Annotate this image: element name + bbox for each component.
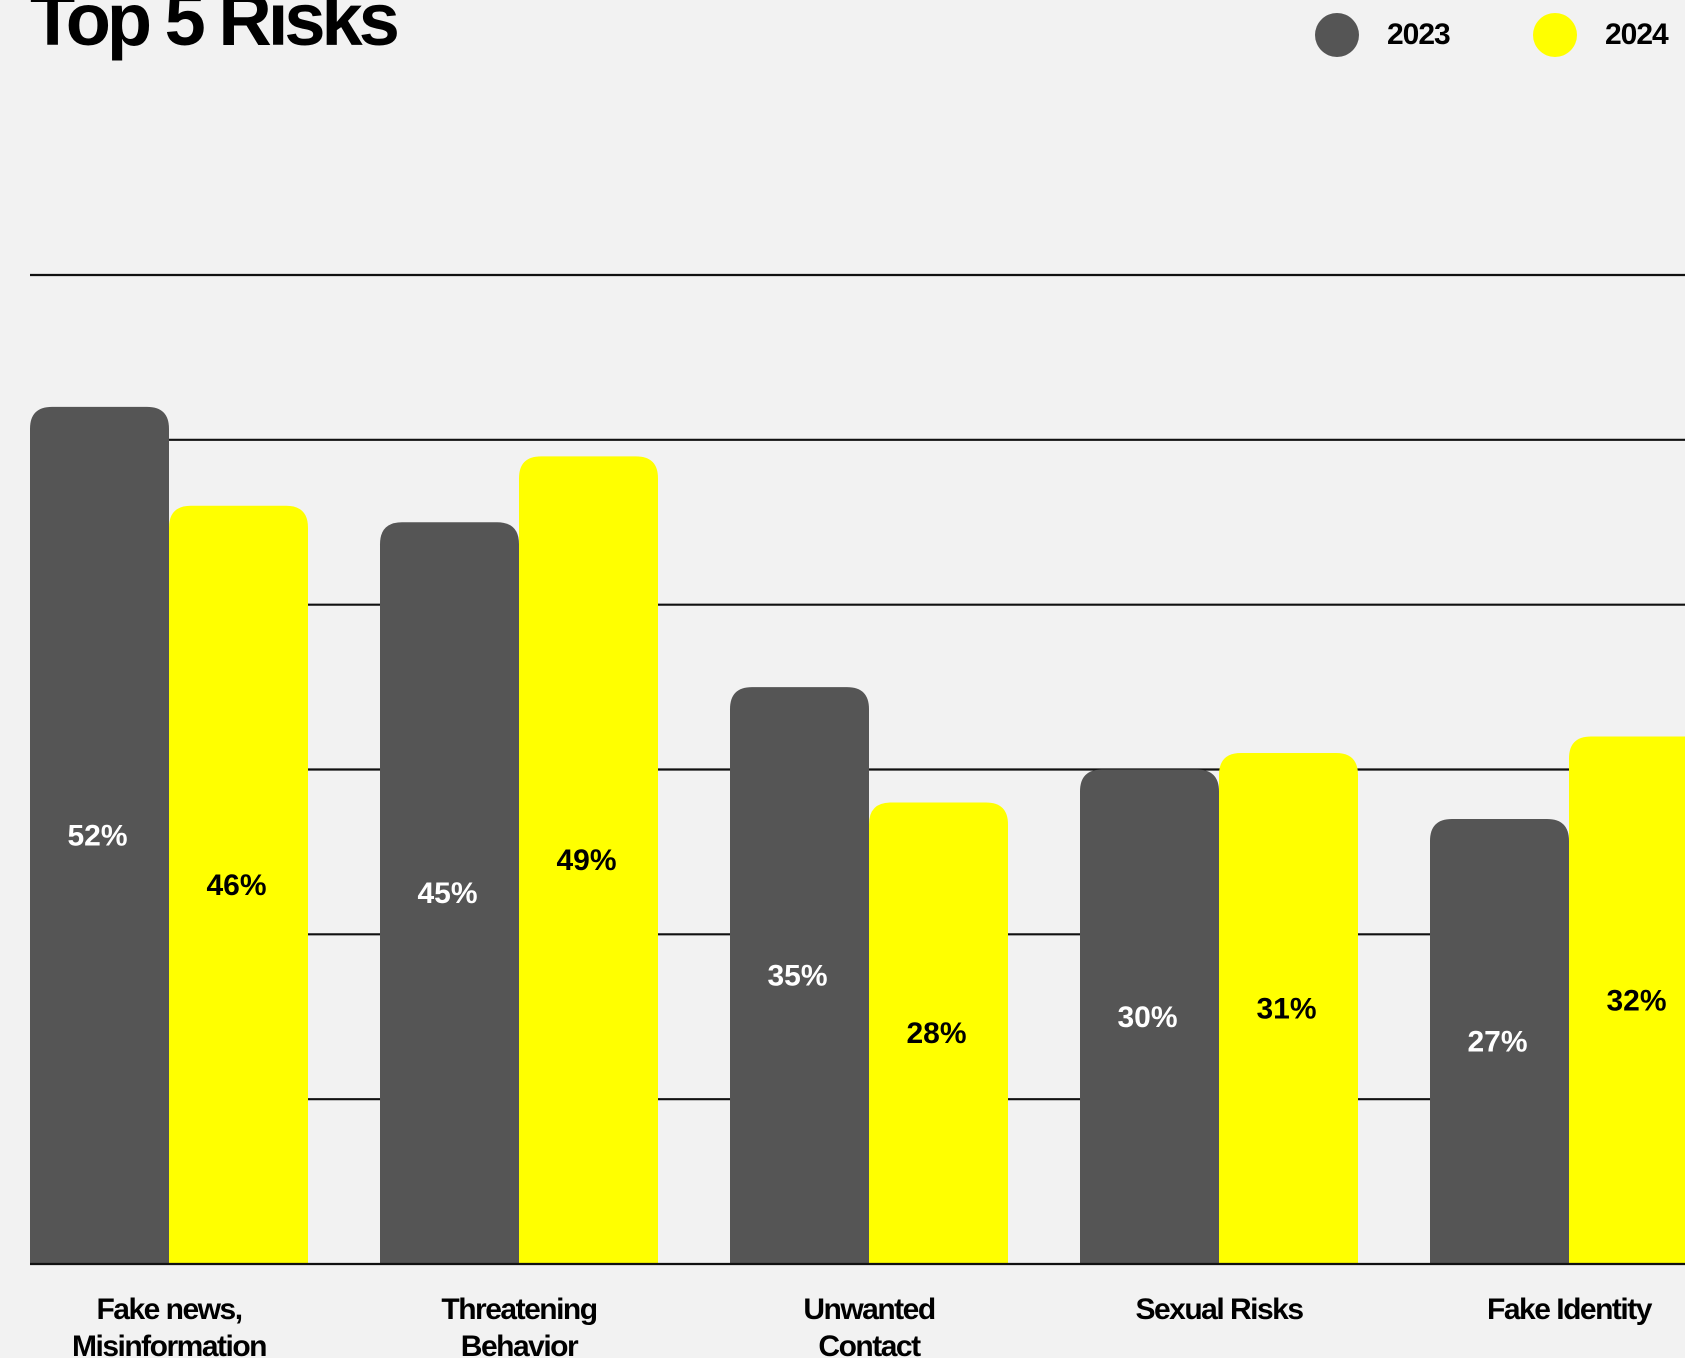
x-tick-label: Unwanted <box>803 1293 935 1326</box>
x-tick-label: Behavior <box>461 1330 579 1358</box>
bar-2023 <box>1430 818 1569 1264</box>
data-label-2023: 52% <box>67 819 127 852</box>
bar-2024 <box>1219 753 1358 1264</box>
bar-2023 <box>380 522 519 1264</box>
bar-2024 <box>169 505 308 1264</box>
legend-swatch-2024 <box>1533 13 1577 57</box>
data-label-2023: 45% <box>417 877 477 910</box>
data-label-2024: 49% <box>556 844 616 877</box>
bar-2023 <box>30 406 169 1264</box>
data-label-2024: 28% <box>906 1017 966 1050</box>
data-label-2023: 30% <box>1117 1001 1177 1034</box>
legend-label-2024: 2024 <box>1605 18 1669 51</box>
x-tick-label: Sexual Risks <box>1135 1293 1303 1326</box>
data-label-2024: 31% <box>1256 993 1316 1026</box>
data-label-2024: 46% <box>206 869 266 902</box>
data-label-2024: 32% <box>1606 984 1666 1017</box>
legend-label-2023: 2023 <box>1387 18 1451 51</box>
data-label-2023: 27% <box>1467 1025 1527 1058</box>
data-label-2023: 35% <box>767 960 827 993</box>
x-tick-label: Contact <box>818 1330 921 1358</box>
x-tick-label: Fake news, <box>96 1293 241 1326</box>
x-tick-label: Misinformation <box>72 1330 266 1358</box>
chart-title: Top 5 Risks <box>30 0 400 61</box>
legend-swatch-2023 <box>1315 13 1359 57</box>
bar-2023 <box>730 687 869 1264</box>
x-tick-label: Threatening <box>441 1293 596 1326</box>
bar-2023 <box>1080 769 1219 1264</box>
legend-item-2024: 2024 <box>1533 12 1669 58</box>
x-tick-label: Fake Identity <box>1487 1293 1653 1326</box>
bar-2024 <box>519 456 658 1265</box>
bar-2024 <box>869 802 1008 1264</box>
bar-2024 <box>1569 736 1685 1264</box>
legend-item-2023: 2023 <box>1315 12 1451 58</box>
